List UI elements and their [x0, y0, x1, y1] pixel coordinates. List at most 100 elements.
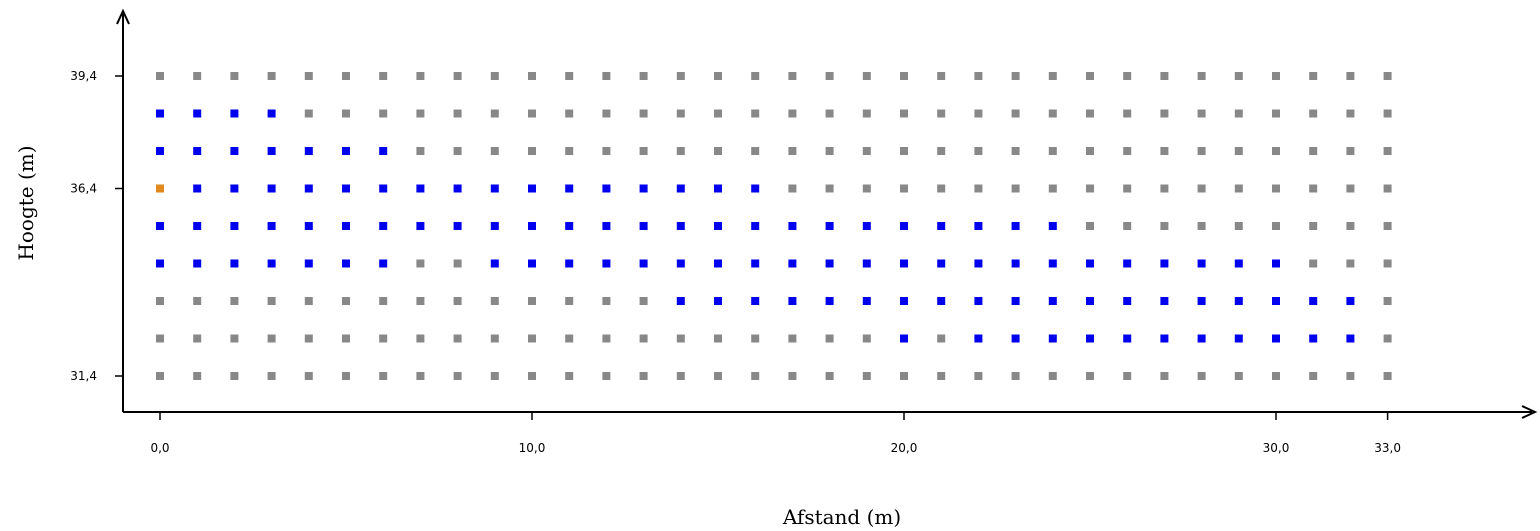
grid-point: [304, 109, 313, 118]
active-point: [1048, 259, 1057, 268]
active-point: [714, 184, 722, 193]
grid-point: [1011, 72, 1020, 80]
grid-point: [416, 147, 425, 155]
y-ticks: 39,4 36,4 31,4: [70, 69, 123, 383]
grid-point: [490, 297, 499, 305]
grid-point: [751, 72, 760, 80]
grid-point: [1234, 72, 1243, 80]
grid-point: [862, 334, 871, 343]
active-point: [1123, 334, 1132, 343]
active-point: [751, 184, 760, 193]
grid-point: [565, 297, 574, 305]
grid-point: [1383, 72, 1392, 80]
grid-point: [825, 109, 834, 118]
grid-point: [1048, 184, 1057, 193]
grid-point: [639, 147, 648, 155]
grid-point: [1272, 72, 1280, 80]
grid-point: [1234, 222, 1243, 230]
active-point: [490, 222, 499, 230]
active-point: [490, 259, 499, 268]
active-point: [453, 184, 462, 193]
grid-point: [490, 109, 499, 118]
active-point: [676, 297, 685, 305]
grid-point: [342, 334, 350, 343]
active-point: [862, 222, 871, 230]
grid-point: [1160, 147, 1169, 155]
grid-point: [676, 109, 685, 118]
grid-point: [1160, 222, 1169, 230]
y-tick-label: 39,4: [70, 69, 97, 83]
grid-point: [937, 147, 946, 155]
grid-point: [751, 109, 760, 118]
grid-point: [193, 334, 202, 343]
grid-point: [193, 72, 202, 80]
active-point: [1309, 297, 1318, 305]
grid-point: [900, 72, 908, 80]
x-ticks: 0,0 10,0 20,0 30,0 33,0: [150, 412, 1401, 455]
grid-point: [1086, 72, 1094, 80]
grid-point: [304, 72, 313, 80]
grid-point: [528, 334, 536, 343]
grid-point: [714, 147, 722, 155]
grid-point: [1309, 72, 1318, 80]
grid-point: [1309, 184, 1318, 193]
grid-point: [602, 372, 611, 380]
grid-point: [751, 372, 760, 380]
grid-point: [1383, 297, 1392, 305]
y-tick-label: 36,4: [70, 182, 97, 196]
grid-point: [1346, 147, 1355, 155]
active-point: [1160, 334, 1169, 343]
active-point: [1011, 222, 1020, 230]
grid-point: [1123, 222, 1132, 230]
active-point: [937, 297, 946, 305]
active-point: [900, 259, 908, 268]
active-point: [1086, 259, 1094, 268]
active-point: [1234, 334, 1243, 343]
active-point: [267, 184, 276, 193]
grid-point: [416, 109, 425, 118]
grid-point: [1011, 184, 1020, 193]
x-tick-label: 20,0: [891, 441, 918, 455]
grid-point: [416, 372, 425, 380]
grid-point: [862, 109, 871, 118]
active-point: [1011, 297, 1020, 305]
grid-point: [788, 184, 797, 193]
grid-point: [1383, 222, 1392, 230]
grid-point: [974, 109, 983, 118]
grid-point: [639, 109, 648, 118]
x-axis-arrow: [1521, 405, 1538, 419]
grid-point: [900, 372, 908, 380]
active-point: [1309, 334, 1318, 343]
active-point: [788, 259, 797, 268]
grid-point: [1346, 222, 1355, 230]
grid-point: [1272, 222, 1280, 230]
active-point: [639, 259, 648, 268]
grid-point: [565, 109, 574, 118]
grid-point: [1197, 222, 1206, 230]
active-point: [565, 259, 574, 268]
grid-point: [639, 334, 648, 343]
y-axis-arrow: [116, 8, 130, 25]
active-point: [751, 222, 760, 230]
grid-point: [416, 72, 425, 80]
grid-point: [230, 372, 239, 380]
active-point: [862, 259, 871, 268]
active-point: [304, 184, 313, 193]
grid-point: [342, 372, 350, 380]
active-point: [379, 184, 388, 193]
grid-point: [974, 184, 983, 193]
y-axis-title: Hoogte (m): [14, 145, 38, 260]
grid-point: [1383, 334, 1392, 343]
grid-point: [267, 72, 276, 80]
grid-point: [1309, 109, 1318, 118]
grid-point: [862, 372, 871, 380]
grid-point: [937, 72, 946, 80]
active-point: [1346, 334, 1355, 343]
active-point: [1272, 334, 1280, 343]
grid-point: [1086, 372, 1094, 380]
x-tick-label: 30,0: [1263, 441, 1290, 455]
grid-point: [565, 147, 574, 155]
x-tick-label: 33,0: [1374, 441, 1401, 455]
active-point: [974, 222, 983, 230]
grid-point: [1160, 72, 1169, 80]
